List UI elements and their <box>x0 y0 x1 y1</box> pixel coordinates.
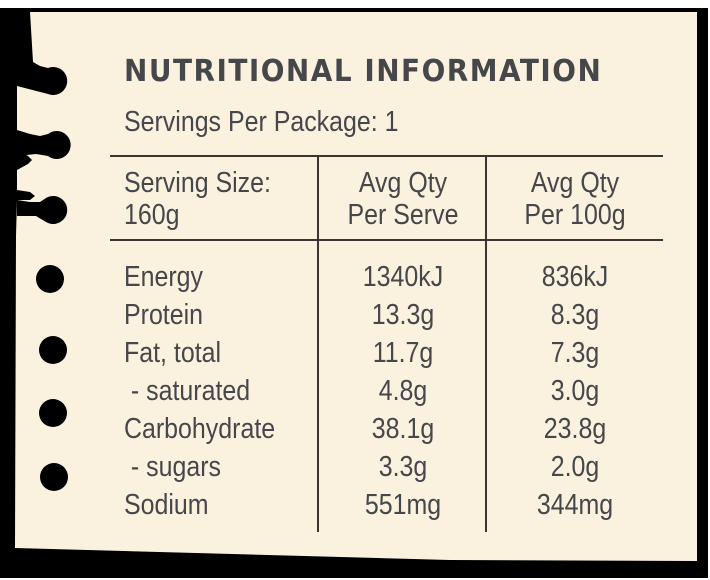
binding-hole-icon <box>36 265 64 293</box>
serving-size-label: Serving Size: 160g <box>124 167 271 231</box>
binding-hole-icon <box>39 399 67 427</box>
qty-per-100g: 344mg <box>536 489 614 521</box>
nutrient-name: Sodium <box>124 489 209 521</box>
nutrient-name: - sugars <box>124 451 222 483</box>
nutrient-name: Carbohydrate <box>124 413 276 445</box>
qty-per-100g: 7.3g <box>550 337 600 369</box>
table-row: - sugars 3.3g 2.0g <box>0 448 710 486</box>
qty-per-100g: 23.8g <box>543 413 607 445</box>
column-header-line: Avg Qty <box>530 167 620 199</box>
column-header-line: Avg Qty <box>358 167 448 199</box>
qty-per-serve: 13.3g <box>371 299 435 331</box>
servings-per-package: Servings Per Package: 1 <box>124 106 399 138</box>
qty-per-serve: 551mg <box>364 489 442 521</box>
binding-hole-icon <box>40 463 68 491</box>
column-divider <box>485 155 487 532</box>
column-divider <box>317 155 319 532</box>
panel-title: NUTRITIONAL INFORMATION <box>124 54 603 89</box>
column-header-per-serve: Avg Qty Per Serve <box>332 167 475 231</box>
qty-per-serve: 11.7g <box>372 337 434 369</box>
table-row: Sodium 551mg 344mg <box>0 486 710 524</box>
qty-per-100g: 836kJ <box>541 261 609 293</box>
column-header-line: Per Serve <box>347 199 459 231</box>
serving-size-value: 160g <box>124 199 180 231</box>
table-header-rule <box>110 239 663 241</box>
qty-per-serve: 3.3g <box>378 451 428 483</box>
qty-per-100g: 8.3g <box>550 299 600 331</box>
serving-size-heading: Serving Size: <box>124 167 271 199</box>
binding-hole-icon <box>39 336 67 364</box>
binding-hole-icon <box>17 58 71 224</box>
qty-per-serve: 38.1g <box>371 413 435 445</box>
nutrient-name: Protein <box>124 299 204 331</box>
column-header-line: Per 100g <box>524 199 626 231</box>
nutrient-name: Fat, total <box>124 337 222 369</box>
qty-per-serve: 4.8g <box>378 375 428 407</box>
table-row: Energy 1340kJ 836kJ <box>0 258 710 296</box>
table-row: Carbohydrate 38.1g 23.8g <box>0 410 710 448</box>
nutrient-name: - saturated <box>124 375 251 407</box>
qty-per-100g: 3.0g <box>550 375 600 407</box>
table-row: Fat, total 11.7g 7.3g <box>0 334 710 372</box>
qty-per-serve: 1340kJ <box>362 261 444 293</box>
table-row: - saturated 4.8g 3.0g <box>0 372 710 410</box>
qty-per-100g: 2.0g <box>550 451 600 483</box>
nutrient-name: Energy <box>124 261 204 293</box>
table-top-rule <box>110 155 663 157</box>
column-header-per-100g: Avg Qty Per 100g <box>500 167 650 231</box>
table-row: Protein 13.3g 8.3g <box>0 296 710 334</box>
